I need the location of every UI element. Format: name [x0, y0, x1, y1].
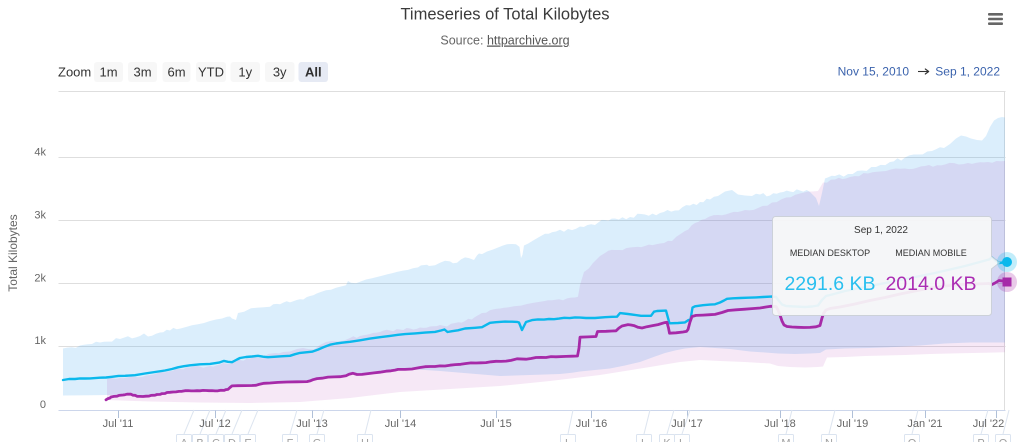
svg-text:0: 0	[40, 399, 46, 411]
svg-text:1k: 1k	[34, 335, 46, 347]
svg-text:B: B	[196, 438, 203, 442]
svg-text:2014.0 KB: 2014.0 KB	[885, 273, 976, 295]
svg-text:1m: 1m	[99, 65, 117, 80]
svg-text:MEDIAN DESKTOP: MEDIAN DESKTOP	[790, 248, 870, 258]
svg-text:Jul '15: Jul '15	[480, 418, 511, 430]
svg-text:Zoom: Zoom	[58, 65, 91, 80]
svg-text:Nov 15, 2010: Nov 15, 2010	[838, 65, 910, 79]
svg-text:D: D	[228, 438, 236, 442]
svg-text:Jul '11: Jul '11	[103, 418, 134, 430]
svg-text:3m: 3m	[133, 65, 151, 80]
svg-text:Q: Q	[999, 438, 1008, 442]
svg-text:N: N	[825, 438, 833, 442]
svg-text:Jul '18: Jul '18	[764, 418, 795, 430]
svg-text:Jul '16: Jul '16	[576, 418, 607, 430]
svg-text:O: O	[908, 438, 917, 442]
svg-text:6m: 6m	[167, 65, 185, 80]
svg-text:E: E	[244, 438, 251, 442]
svg-text:1y: 1y	[238, 65, 252, 80]
svg-text:G: G	[313, 438, 322, 442]
svg-text:Jul '19: Jul '19	[837, 418, 868, 430]
svg-text:Jul '13: Jul '13	[296, 418, 327, 430]
svg-text:2291.6 KB: 2291.6 KB	[784, 273, 875, 295]
svg-text:Source: httparchive.org: Source: httparchive.org	[440, 34, 569, 48]
svg-text:3y: 3y	[273, 65, 287, 80]
svg-text:Jan '21: Jan '21	[907, 418, 942, 430]
svg-text:YTD: YTD	[198, 65, 224, 80]
svg-text:Jul '17: Jul '17	[671, 418, 702, 430]
svg-text:C: C	[212, 438, 220, 442]
svg-text:M: M	[781, 438, 790, 442]
svg-text:F: F	[287, 438, 294, 442]
svg-text:MEDIAN MOBILE: MEDIAN MOBILE	[895, 248, 967, 258]
svg-text:Sep 1, 2022: Sep 1, 2022	[935, 65, 1000, 79]
svg-text:Jul '22: Jul '22	[973, 418, 1004, 430]
svg-text:L: L	[641, 438, 647, 442]
svg-text:Sep 1, 2022: Sep 1, 2022	[854, 225, 908, 236]
svg-text:4k: 4k	[34, 147, 46, 159]
svg-text:All: All	[305, 65, 322, 80]
svg-text:2k: 2k	[34, 273, 46, 285]
svg-text:Jul '12: Jul '12	[199, 418, 230, 430]
svg-text:K: K	[663, 438, 671, 442]
svg-text:Total Kilobytes: Total Kilobytes	[6, 214, 20, 291]
svg-text:L: L	[565, 438, 571, 442]
svg-text:A: A	[180, 438, 188, 442]
svg-text:Jul '14: Jul '14	[385, 418, 416, 430]
svg-text:L: L	[679, 438, 685, 442]
svg-text:3k: 3k	[34, 210, 46, 222]
svg-text:Timeseries of Total Kilobytes: Timeseries of Total Kilobytes	[400, 6, 609, 24]
svg-text:P: P	[977, 438, 984, 442]
svg-text:H: H	[361, 438, 369, 442]
